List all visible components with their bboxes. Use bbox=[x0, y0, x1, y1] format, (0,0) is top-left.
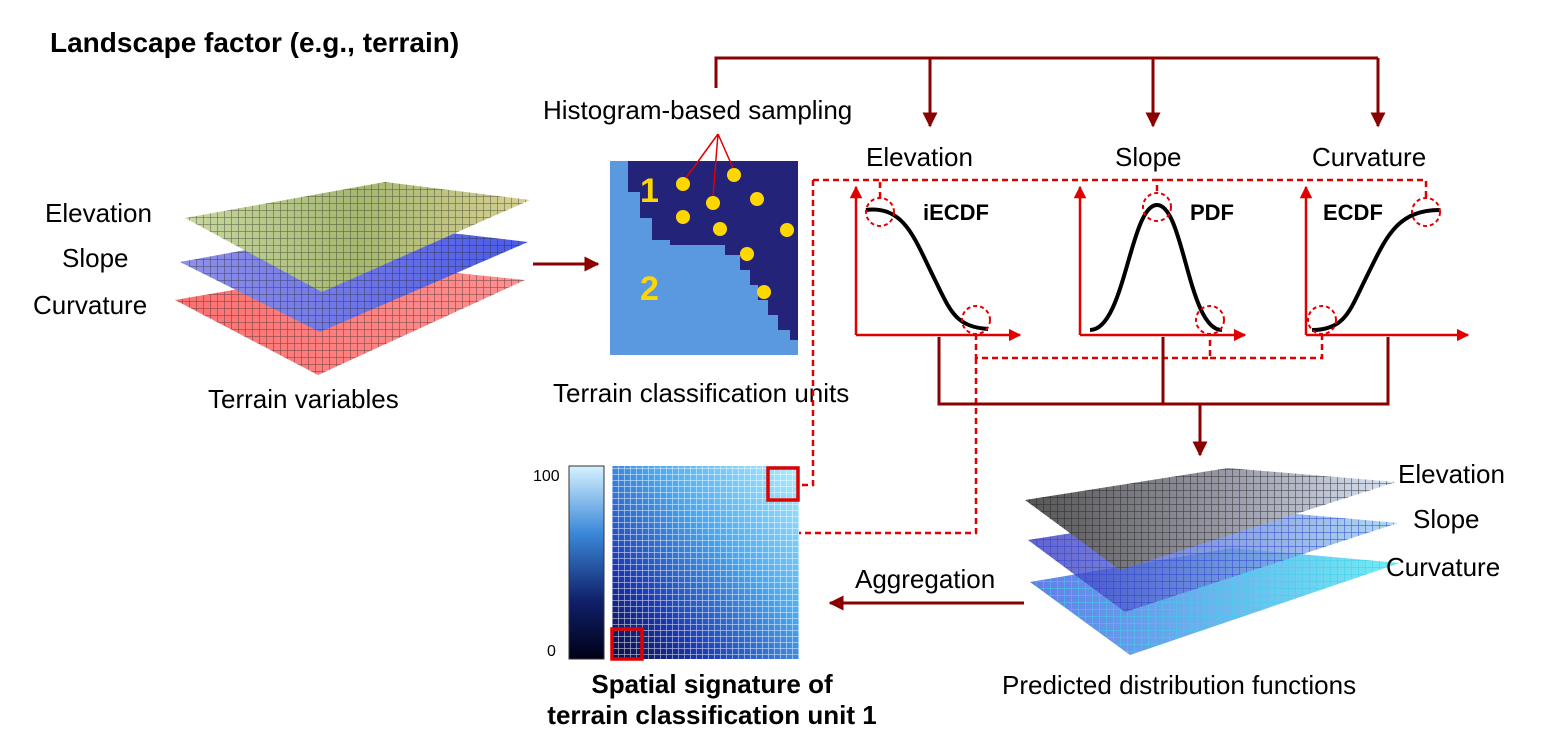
predicted-elevation-layer bbox=[1025, 468, 1396, 570]
function-name-ecdf: ECDF bbox=[1323, 200, 1383, 225]
signature-map bbox=[610, 466, 800, 661]
signature-caption-line2: terrain classification unit 1 bbox=[547, 700, 876, 730]
collect-arrows bbox=[937, 337, 1390, 457]
sample-point bbox=[750, 192, 764, 206]
elevation-layer bbox=[185, 182, 530, 292]
function-variable-elevation: Elevation bbox=[866, 142, 973, 172]
highlight-circle bbox=[1142, 192, 1172, 222]
highlight-circle bbox=[961, 305, 991, 335]
sample-point bbox=[757, 285, 771, 299]
terrain-variables-caption: Terrain variables bbox=[208, 384, 399, 414]
pdf-curve bbox=[1089, 202, 1223, 332]
predicted-label-elevation: Elevation bbox=[1398, 459, 1505, 489]
sample-point bbox=[713, 222, 727, 236]
unit-label-2: 2 bbox=[640, 270, 659, 308]
aggregation-label: Aggregation bbox=[855, 564, 995, 594]
top-branch-arrows bbox=[714, 56, 1386, 128]
predicted-caption: Predicted distribution functions bbox=[1002, 670, 1356, 700]
classification-map bbox=[610, 161, 798, 355]
predicted-label-slope: Slope bbox=[1413, 504, 1480, 534]
unit-2-region bbox=[610, 161, 798, 355]
diagram-title: Landscape factor (e.g., terrain) bbox=[50, 27, 459, 58]
layer-label-curvature: Curvature bbox=[33, 290, 147, 320]
iecdf-plot bbox=[849, 185, 1022, 342]
ecdf-curve bbox=[1311, 208, 1441, 332]
unit-label-1: 1 bbox=[640, 172, 659, 210]
ecdf-plot bbox=[1299, 185, 1470, 342]
sample-point bbox=[780, 223, 794, 237]
sample-point bbox=[676, 177, 690, 191]
colorbar-max-label: 100 bbox=[533, 468, 560, 485]
histogram-sampling-label: Histogram-based sampling bbox=[543, 95, 852, 125]
function-name-iecdf: iECDF bbox=[923, 200, 989, 225]
layer-label-slope: Slope bbox=[62, 243, 129, 273]
function-variable-curvature: Curvature bbox=[1312, 142, 1426, 172]
sample-point bbox=[727, 168, 741, 182]
colorbar-min-label: 0 bbox=[547, 643, 556, 660]
iecdf-curve bbox=[865, 207, 989, 331]
signature-colorbar bbox=[568, 465, 605, 660]
layer-label-elevation: Elevation bbox=[45, 198, 152, 228]
highlight-box-top-right bbox=[766, 466, 800, 502]
highlight-circle bbox=[1411, 197, 1441, 227]
sample-point bbox=[740, 247, 754, 261]
classification-caption: Terrain classification units bbox=[553, 378, 849, 408]
highlight-box-bottom-left bbox=[610, 627, 644, 661]
function-variable-slope: Slope bbox=[1115, 142, 1182, 172]
predicted-stack bbox=[1025, 468, 1400, 655]
terrain-variable-stack bbox=[175, 182, 530, 375]
predicted-label-curvature: Curvature bbox=[1386, 552, 1500, 582]
sampling-pointer-lines bbox=[685, 133, 734, 197]
sample-point bbox=[676, 210, 690, 224]
signature-caption-line1: Spatial signature of bbox=[591, 669, 833, 699]
function-name-pdf: PDF bbox=[1190, 200, 1234, 225]
sample-point bbox=[706, 196, 720, 210]
sample-points bbox=[676, 168, 794, 299]
pdf-plot bbox=[1073, 185, 1247, 342]
